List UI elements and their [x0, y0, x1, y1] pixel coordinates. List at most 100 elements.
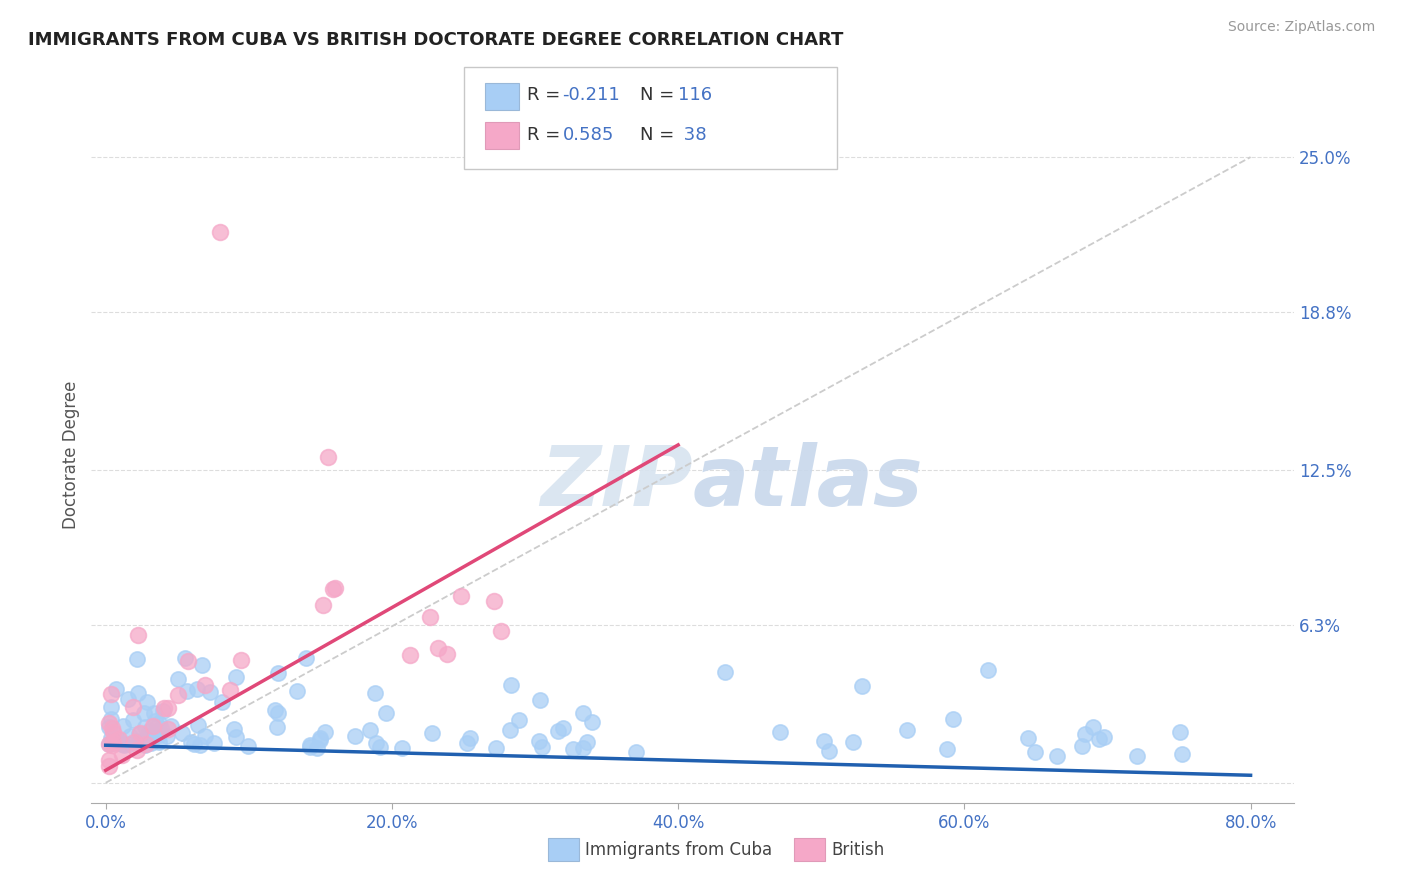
Point	[316, 450, 339, 465]
Point	[188, 738, 211, 752]
Text: British: British	[831, 841, 884, 859]
Point	[508, 713, 530, 727]
Point	[489, 624, 512, 639]
Point	[128, 734, 150, 748]
Text: 116: 116	[678, 87, 711, 104]
Point	[420, 725, 443, 739]
Point	[148, 728, 170, 742]
Point	[267, 666, 290, 681]
Point	[186, 681, 208, 696]
Point	[200, 684, 222, 698]
Point	[142, 719, 165, 733]
Point	[104, 682, 127, 697]
Point	[138, 731, 160, 746]
Point	[127, 742, 149, 756]
Point	[202, 736, 225, 750]
Point	[100, 731, 122, 745]
Point	[426, 641, 449, 656]
Point	[135, 737, 157, 751]
Point	[499, 723, 522, 738]
Point	[322, 582, 344, 596]
Point	[111, 737, 134, 751]
Point	[530, 739, 553, 754]
Point	[225, 730, 247, 744]
Point	[842, 735, 865, 749]
Point	[391, 741, 413, 756]
Point	[581, 714, 603, 729]
Point	[108, 735, 131, 749]
Point	[266, 720, 288, 734]
Point	[305, 741, 328, 756]
Point	[129, 736, 152, 750]
Point	[132, 706, 155, 720]
Text: atlas: atlas	[692, 442, 924, 524]
Text: ZIP: ZIP	[540, 442, 692, 524]
Point	[122, 734, 145, 748]
Text: 38: 38	[678, 126, 706, 144]
Point	[127, 628, 149, 642]
Point	[139, 736, 162, 750]
Point	[576, 735, 599, 749]
Point	[896, 723, 918, 738]
Point	[482, 594, 505, 608]
Point	[176, 683, 198, 698]
Point	[143, 706, 166, 720]
Point	[1017, 731, 1039, 745]
Text: N =: N =	[640, 126, 679, 144]
Point	[359, 723, 381, 737]
Point	[118, 729, 141, 743]
Point	[364, 686, 387, 700]
Point	[103, 725, 125, 739]
Point	[547, 723, 569, 738]
Point	[122, 700, 145, 714]
Point	[298, 738, 321, 752]
Point	[209, 225, 232, 239]
Point	[551, 721, 574, 735]
Point	[364, 736, 387, 750]
Point	[851, 679, 873, 693]
Point	[1125, 749, 1147, 764]
Point	[1168, 725, 1191, 739]
Point	[314, 725, 336, 739]
Point	[148, 735, 170, 749]
Point	[285, 684, 308, 698]
Point	[1046, 749, 1069, 764]
Point	[813, 734, 835, 748]
Text: R =: R =	[527, 87, 567, 104]
Point	[194, 729, 217, 743]
Point	[134, 720, 156, 734]
Point	[211, 695, 233, 709]
Point	[118, 737, 141, 751]
Point	[100, 687, 122, 701]
Point	[194, 678, 217, 692]
Point	[1092, 730, 1115, 744]
Point	[177, 653, 200, 667]
Point	[134, 738, 156, 752]
Text: IMMIGRANTS FROM CUBA VS BRITISH DOCTORATE DEGREE CORRELATION CHART: IMMIGRANTS FROM CUBA VS BRITISH DOCTORAT…	[28, 31, 844, 49]
Point	[128, 727, 150, 741]
Point	[624, 745, 647, 759]
Point	[157, 723, 180, 737]
Point	[136, 695, 159, 709]
Point	[150, 721, 173, 735]
Point	[180, 735, 202, 749]
Point	[145, 714, 167, 728]
Point	[529, 693, 551, 707]
Point	[97, 715, 120, 730]
Point	[111, 719, 134, 733]
Point	[101, 721, 124, 735]
Point	[100, 699, 122, 714]
Point	[527, 733, 550, 747]
Point	[100, 712, 122, 726]
Point	[309, 731, 332, 746]
Point	[941, 712, 963, 726]
Point	[456, 736, 478, 750]
Point	[138, 730, 160, 744]
Point	[309, 732, 332, 747]
Point	[101, 735, 124, 749]
Point	[166, 673, 188, 687]
Point	[264, 703, 287, 717]
Point	[266, 706, 288, 720]
Point	[238, 739, 260, 753]
Point	[714, 665, 737, 680]
